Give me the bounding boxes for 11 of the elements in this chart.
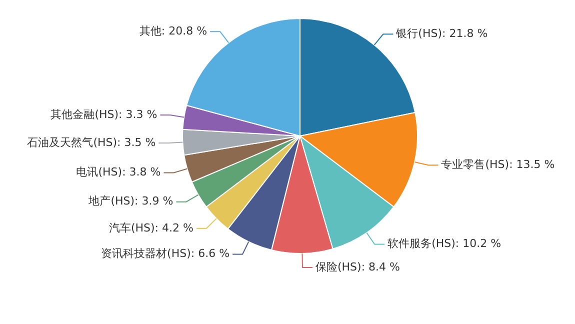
slice-label: 石油及天然气(HS): 3.5 %	[27, 136, 156, 149]
slice-label: 资讯科技器材(HS): 6.6 %	[101, 247, 230, 260]
slice-label: 软件服务(HS): 10.2 %	[388, 237, 502, 250]
slice-label: 保险(HS): 8.4 %	[315, 260, 400, 274]
slice-label: 电讯(HS): 3.8 %	[76, 166, 161, 179]
slice-label: 专业零售(HS): 13.5 %	[441, 158, 555, 171]
slice-label: 地产(HS): 3.9 %	[88, 194, 174, 208]
slice-label: 汽车(HS): 4.2 %	[108, 221, 194, 234]
slice-label: 其他: 20.8 %	[139, 24, 208, 38]
slice-label: 其他金融(HS): 3.3 %	[50, 108, 158, 121]
slice-label: 银行(HS): 21.8 %	[395, 27, 488, 40]
